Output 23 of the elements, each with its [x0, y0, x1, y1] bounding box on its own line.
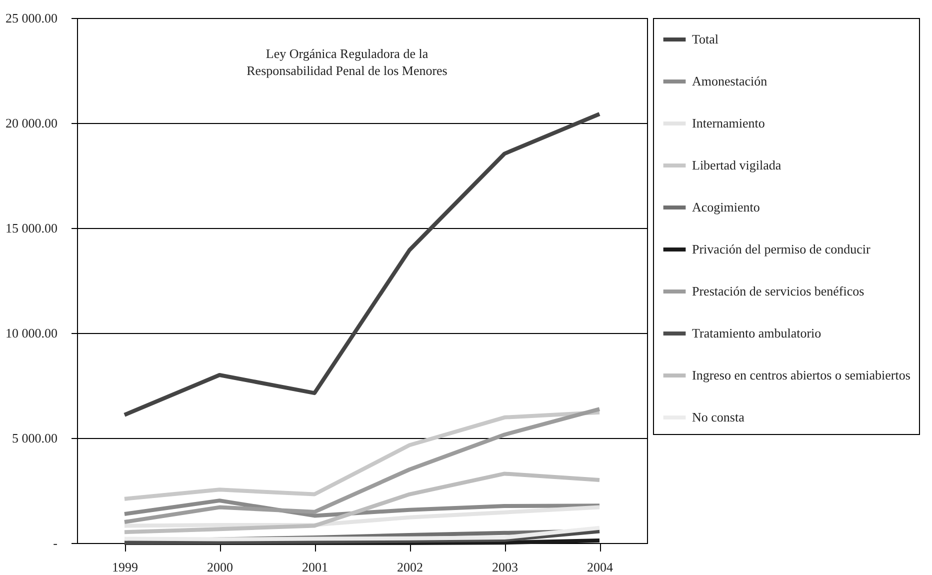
legend-label: Ingreso en centros abiertos o semiabiertos: [692, 368, 910, 382]
x-tick-label: 2001: [302, 560, 328, 574]
text: Ley Orgánica Reguladora de la Responsabilidad Penal de los Menores: [246, 46, 448, 78]
legend-label: Privación del permiso de conducir: [692, 242, 872, 256]
y-tick-label: 15 000.00: [6, 220, 58, 236]
x-tick-label: 2004: [587, 560, 614, 574]
legend-label: Amonestación: [692, 74, 768, 88]
legend-label: Tratamiento ambulatorio: [692, 326, 822, 340]
y-tick-label: -: [53, 536, 58, 550]
y-tick-label: 10 000.00: [6, 326, 58, 340]
y-tick-label: 5 000.00: [12, 430, 58, 446]
legend-label: Internamiento: [692, 116, 765, 130]
legend-label: Prestación de servicios benéficos: [692, 284, 864, 298]
x-tick-label: 1999: [112, 560, 138, 574]
legend-label: No consta: [692, 410, 745, 424]
legend-label: Libertad vigilada: [692, 158, 782, 172]
y-tick-label: 20 000.00: [6, 116, 58, 130]
y-tick-label: 25 000.00: [6, 10, 58, 26]
x-tick-label: 2002: [397, 560, 423, 574]
legend-label: Acogimiento: [692, 200, 760, 214]
x-tick-label: 2003: [492, 560, 518, 574]
x-tick-label: 2000: [207, 560, 233, 574]
legend-label: Total: [692, 32, 719, 46]
